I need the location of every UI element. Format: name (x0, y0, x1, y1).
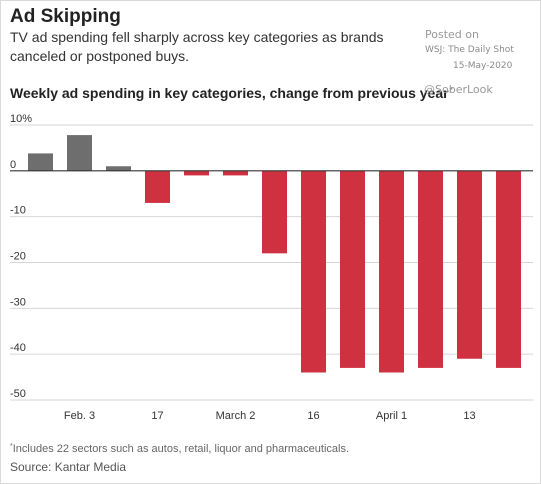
footnote-marker: * (10, 443, 13, 450)
bar (223, 170, 248, 176)
x-tick-label: 16 (307, 410, 319, 422)
watermark-handle: @SoberLook (424, 83, 493, 96)
y-tick-label: -40 (10, 342, 26, 354)
bar (262, 170, 287, 254)
watermark-source: WSJ: The Daily Shot (425, 45, 514, 55)
y-tick-label: -30 (10, 296, 26, 308)
x-tick-label: Feb. 3 (64, 410, 95, 422)
y-tick-label: 10% (10, 113, 32, 125)
bar (496, 170, 521, 368)
watermark-posted: Posted on (425, 28, 479, 41)
x-tick-label: April 1 (376, 410, 407, 422)
y-tick-label: -10 (10, 205, 26, 217)
chart-title: Weekly ad spending in key categories, ch… (10, 85, 453, 101)
y-tick-label: 0 (10, 159, 16, 171)
bar (28, 153, 53, 171)
source-note: Source: Kantar Media (10, 460, 127, 474)
footnote-text: Includes 22 sectors such as autos, retai… (12, 443, 350, 455)
page-title: Ad Skipping (10, 6, 121, 27)
x-tick-label: March 2 (216, 410, 256, 422)
bar (418, 170, 443, 368)
x-tick-label: 13 (463, 410, 475, 422)
y-tick-label: -20 (10, 251, 26, 263)
watermark-date: 15-May-2020 (453, 61, 513, 71)
bar (457, 170, 482, 359)
footnote: *Includes 22 sectors such as autos, reta… (10, 443, 349, 455)
bar (67, 135, 92, 171)
bar (145, 170, 170, 203)
chart-title-text: Weekly ad spending in key categories, ch… (10, 85, 449, 101)
y-tick-label: -50 (10, 388, 26, 400)
x-tick-label: 17 (151, 410, 163, 422)
bar (379, 170, 404, 373)
bar (340, 170, 365, 368)
bar (184, 170, 209, 176)
page-subtitle: TV ad spending fell sharply across key c… (10, 29, 384, 64)
bar (301, 170, 326, 373)
bar (106, 166, 131, 171)
chart-title-marker: * (449, 86, 453, 95)
